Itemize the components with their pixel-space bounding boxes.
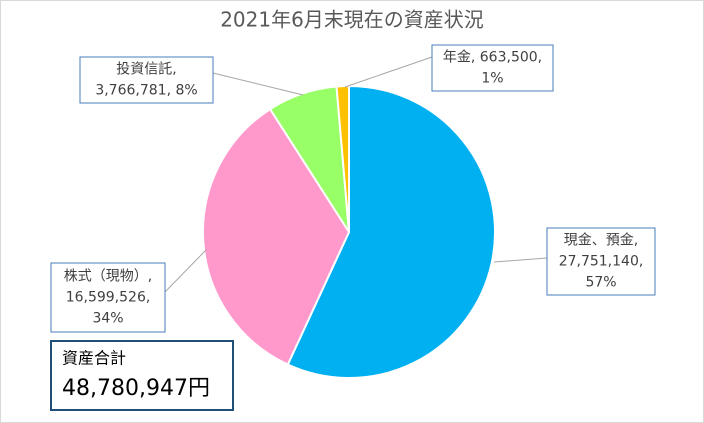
leader-line	[164, 249, 207, 293]
total-label: 資産合計	[62, 349, 126, 368]
leader-line	[344, 56, 433, 88]
data-label: 57%	[585, 275, 616, 291]
total-value: 48,780,947円	[62, 376, 210, 401]
pie-slice	[202, 107, 351, 366]
label-box	[546, 227, 656, 296]
data-label: 年金, 663,500,	[443, 50, 542, 66]
leader-line	[212, 72, 304, 96]
chart-title: 2021年6月末現在の資産状況	[220, 8, 484, 32]
data-label: 投資信託,	[116, 62, 176, 78]
total-box	[50, 340, 234, 411]
data-label: 3,766,781, 8%	[95, 83, 197, 99]
label-box	[79, 56, 214, 104]
label-box	[50, 262, 166, 333]
data-label: 現金、預金,	[564, 233, 638, 249]
data-label: 株式（現物）,	[64, 269, 152, 285]
leader-line	[493, 257, 548, 263]
data-label: 27,751,140,	[559, 254, 644, 270]
data-label: 16,599,526,	[66, 290, 151, 306]
pie-slice	[286, 84, 496, 379]
data-label: 34%	[92, 311, 123, 327]
label-box	[431, 44, 554, 92]
data-label: 1%	[481, 71, 503, 87]
